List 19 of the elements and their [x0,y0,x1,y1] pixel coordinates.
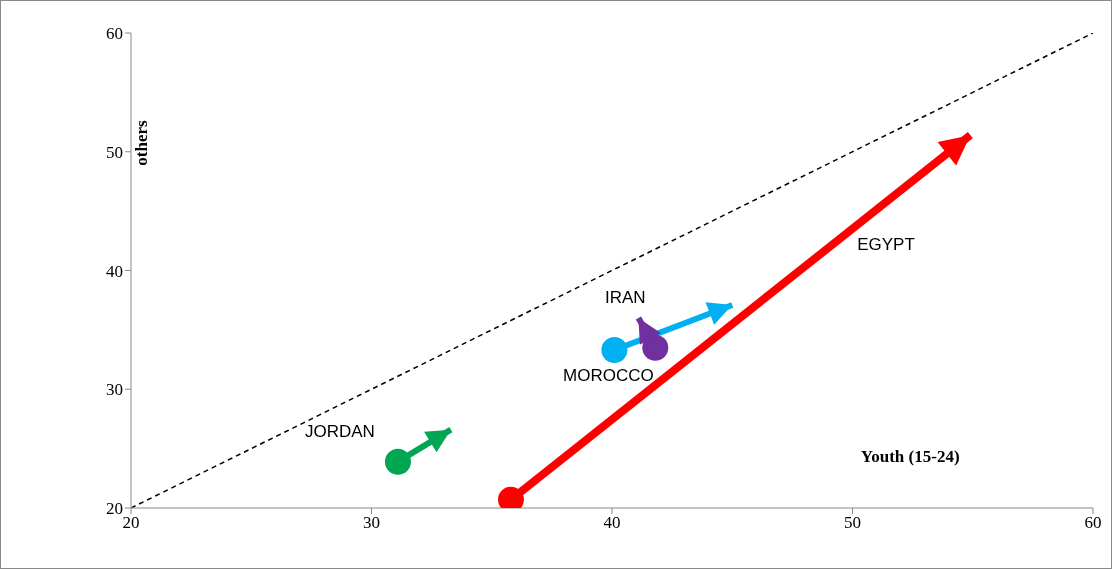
y-tick-label: 40 [106,261,123,281]
x-tick-label: 50 [844,513,861,533]
y-tick-label: 50 [106,142,123,162]
point [601,337,628,364]
x-axis-title: Youth (15-24) [860,447,960,466]
y-tick-label: 60 [106,24,123,44]
series-label: IRAN [604,288,646,308]
x-tick-label: 40 [603,513,621,533]
x-tick-label: 30 [363,513,380,533]
y-tick-label: 20 [106,499,123,519]
y-axis-title: others [132,119,151,166]
series-label: MOROCCO [563,365,654,385]
x-tick-label: 20 [122,513,140,533]
y-tick-label: 30 [106,380,123,400]
point [642,334,669,361]
series-label: EGYPT [857,235,915,255]
x-tick-label: 60 [1084,513,1102,533]
point [384,448,411,475]
series-label: JORDAN [305,422,375,442]
